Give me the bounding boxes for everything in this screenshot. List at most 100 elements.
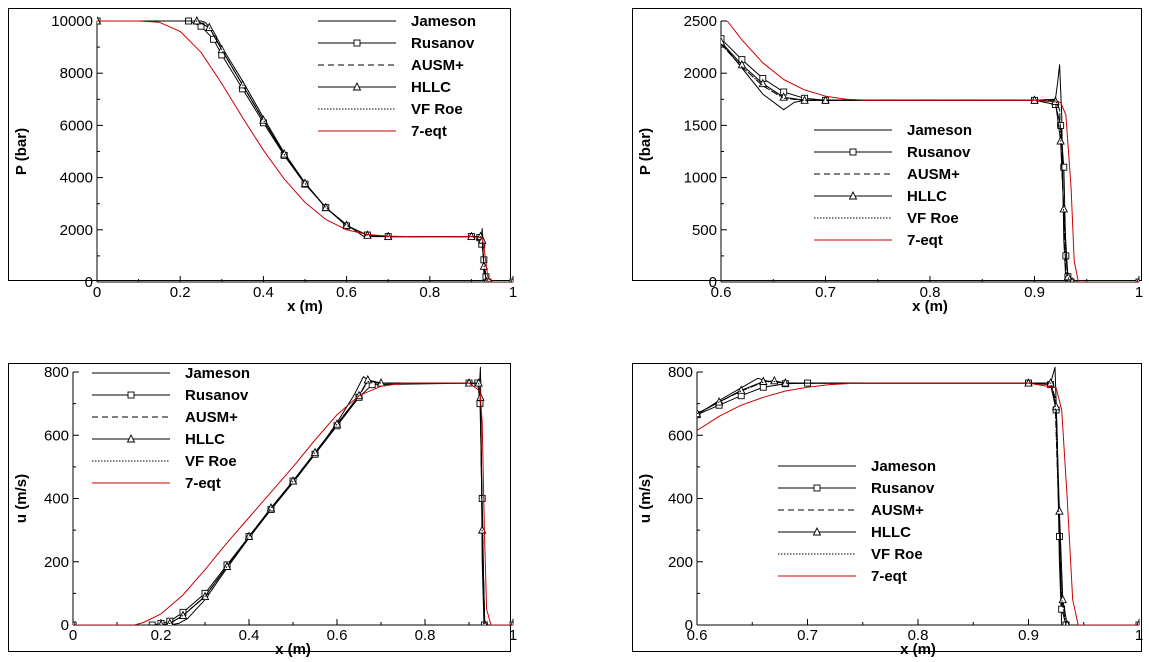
x-tick-label: 0.9 [1024,284,1045,301]
y-tick-label: 6000 [60,117,93,134]
x-tick-label: 0.4 [253,284,274,301]
series-line [73,382,513,625]
panel-frame [632,363,1142,652]
legend-entry: VF Roe [907,210,959,227]
series-point-marker [222,561,232,570]
series-point-marker [758,78,768,88]
series-point-marker [759,376,768,385]
chart-panel-4: 0.6 0.7 0.8 0.9 1 0 200 400 600 800 x (m) u (m/s) Ja… [632,363,1143,658]
y-tick-label: 0 [85,274,93,291]
x-axis-label: x (m) [900,641,936,658]
x-tick-label: 0.9 [1018,627,1039,644]
series-point-marker [178,610,188,619]
series-point-marker [1058,594,1067,604]
series-point-marker [1051,96,1060,105]
series-point-marker [1051,401,1061,411]
legend-marker [849,148,857,156]
series-point-marker [721,36,726,46]
x-tick-label: 0 [93,284,101,301]
legend: Jameson Rusanov AUSM+ HLLC VF Roe 7-eqt [92,365,250,492]
legend-marker [127,391,135,399]
legend-entry: Rusanov [185,387,249,404]
x-tick-label: 0.6 [336,284,357,301]
panel-frame [8,363,511,652]
series-line [73,379,513,625]
y-tick-label: 2000 [60,222,93,239]
y-tick-label: 0 [709,274,717,291]
legend-entry: Rusanov [411,35,475,52]
y-tick-label: 800 [668,364,693,381]
x-tick-label: 0.7 [797,627,818,644]
series-point-marker [300,178,310,187]
y-tick-label: 600 [44,427,69,444]
series-point-marker [259,115,268,124]
legend-entry: Rusanov [907,144,971,161]
legend-entry: Jameson [411,13,476,30]
legend: Jameson Rusanov AUSM+ HLLC VF Roe 7-eqt [814,122,972,249]
x-tick-label: 1 [1135,284,1143,301]
x-axis-label: x (m) [275,641,311,658]
series-hllc [73,374,513,625]
series-line [726,20,1139,282]
x-axis-label: x (m) [287,298,323,315]
legend-entry: AUSM+ [871,502,924,519]
series-point-marker [770,375,779,385]
x-tick-label: 0.7 [815,284,836,301]
y-tick-label: 2500 [684,13,717,30]
x-tick-label: 0.6 [687,627,708,644]
y-tick-label: 1500 [684,117,717,134]
x-tick-label: 0.6 [711,284,732,301]
series-line [97,20,513,282]
series-7-eqt [726,20,1139,282]
legend-entry: VF Roe [411,101,463,118]
series-point-marker [192,15,202,25]
series-line [73,366,513,625]
panel-frame [632,8,1142,281]
y-tick-label: 0 [61,617,69,634]
series-point-marker [467,231,476,241]
legend-entry: 7-eqt [907,232,943,249]
x-tick-label: 0.8 [920,284,941,301]
y-tick-label: 400 [668,491,693,508]
legend-entry: VF Roe [871,546,923,563]
legend-entry: VF Roe [185,453,237,470]
x-axis-label: x (m) [912,298,948,315]
legend-entry: 7-eqt [185,475,221,492]
y-tick-label: 8000 [60,65,93,82]
legend-entry: HLLC [907,188,947,205]
chart-panel-3: 0 0.2 0.4 0.6 0.8 1 0 200 400 600 800 x (m) u (m/s) J… [8,363,517,658]
series-point-marker [1059,203,1068,213]
series-point-marker [1069,276,1075,282]
x-tick-label: 0.6 [327,627,348,644]
y-axis-label: P (bar) [637,128,654,175]
series-7-eqt [97,20,513,282]
legend-marker [812,526,822,536]
series-point-marker [721,35,725,43]
x-tick-label: 0.4 [239,627,260,644]
legend-marker [813,484,821,492]
legend-entry: AUSM+ [411,57,464,74]
series-point-marker [288,476,298,485]
y-tick-label: 400 [44,491,69,508]
y-tick-label: 2000 [684,65,717,82]
y-axis-label: P (bar) [13,128,30,175]
x-tick-label: 1 [509,627,517,644]
x-tick-label: 0.8 [415,627,436,644]
legend-marker [848,190,858,200]
legend-entry: 7-eqt [871,568,907,585]
series-point-marker [279,149,289,158]
series-point-marker [697,408,702,418]
series-line [73,381,513,625]
y-axis-label: u (m/s) [637,474,654,523]
y-tick-label: 1000 [684,170,717,187]
legend-entry: AUSM+ [907,166,960,183]
series-ausm- [73,381,513,625]
legend-marker [353,39,361,47]
x-tick-label: 0.8 [419,284,440,301]
legend-entry: HLLC [871,524,911,541]
y-tick-label: 500 [692,222,717,239]
legend-entry: 7-eqt [411,123,447,140]
chart-panel-1: 0 0.2 0.4 0.6 0.8 1 0 2000 4000 6000 8000 10000 x (m… [8,8,517,315]
chart-panel-2: 0.6 0.7 0.8 0.9 1 0 500 1000 1500 2000 2500 x (m) P … [632,8,1143,315]
